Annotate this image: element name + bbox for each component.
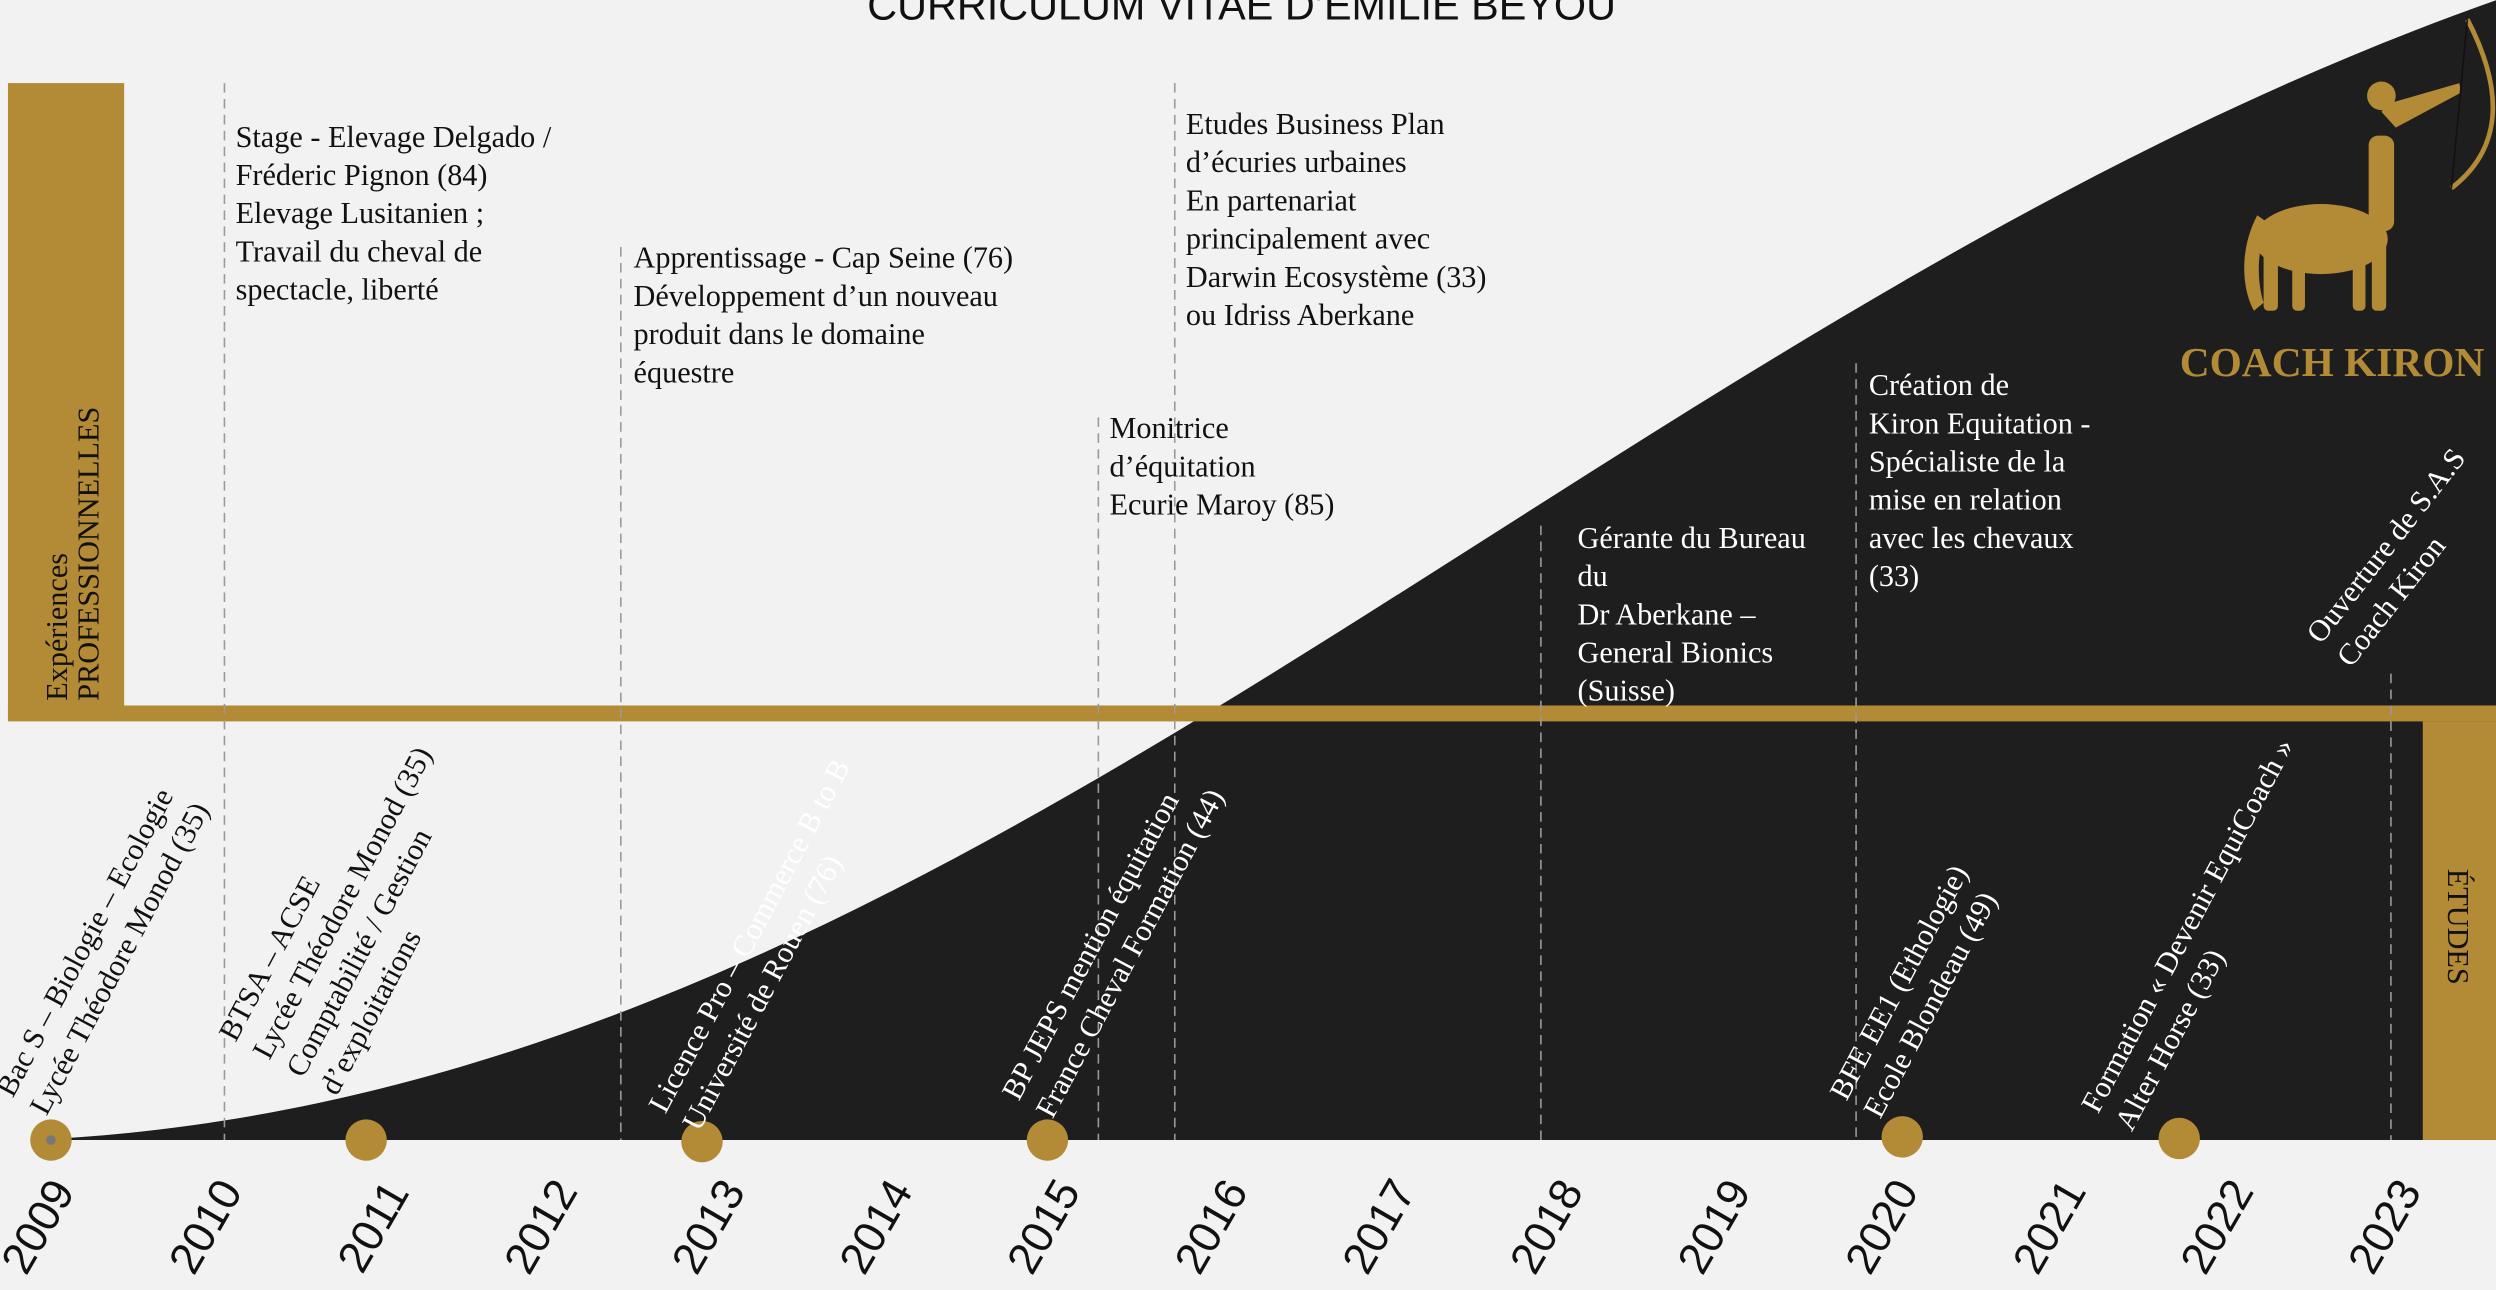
experience-line: du (1578, 559, 1608, 593)
experience-line: mise en relation (1869, 483, 2062, 517)
experience-line: Monitrice (1110, 411, 1229, 445)
experience-line: Darwin Ecosystème (33) (1186, 260, 1487, 294)
experience-line: équestre (634, 355, 735, 389)
experience-line: Stage - Elevage Delgado / (236, 120, 552, 154)
experience-line: En partenariat (1186, 183, 1357, 217)
experience-line: Etudes Business Plan (1186, 107, 1445, 141)
experience-line: (Suisse) (1578, 674, 1675, 708)
divider-band (8, 705, 2496, 721)
experiences-label: Expériences (40, 553, 74, 701)
experience-line: Spécialiste de la (1869, 444, 2065, 478)
logo-text: COACH KIRON (2180, 339, 2485, 385)
experience-line: Kiron Equitation - (1869, 406, 2091, 440)
experience-line: Dr Aberkane – (1578, 597, 1757, 631)
experience-line: General Bionics (1578, 636, 1774, 670)
experience-line: Développement d’un nouveau (634, 279, 998, 313)
experiences-label: PROFESSIONNELLES (72, 407, 106, 701)
experience-line: d’écuries urbaines (1186, 145, 1407, 179)
experience-line: ou Idriss Aberkane (1186, 298, 1414, 332)
experience-line: Travail du cheval de (236, 234, 483, 268)
experience-line: Ecurie Maroy (85) (1110, 487, 1335, 521)
experience-line: Création de (1869, 368, 2009, 402)
title: CURRICULUM VITAE D’EMILIE BEYOU (867, 0, 1616, 28)
origin-dot (46, 1135, 56, 1145)
experience-line: (33) (1869, 559, 1919, 593)
experience-line: Elevage Lusitanien ; (236, 196, 485, 230)
experience-line: produit dans le domaine (634, 317, 925, 351)
page: { "header": {"title": "CURRICULUM VITAE … (0, 0, 2496, 1290)
cv-timeline: CURRICULUM VITAE D’EMILIE BEYOU Expérien… (0, 0, 2496, 1290)
experience-line: Apprentissage - Cap Seine (76) (634, 241, 1014, 275)
experience-line: spectacle, liberté (236, 273, 439, 307)
experience-line: avec les chevaux (1869, 521, 2074, 555)
experience-line: d’équitation (1110, 449, 1256, 483)
studies-label: ÉTUDES (2441, 869, 2475, 985)
experience-line: principalement avec (1186, 222, 1430, 256)
experience-line: Gérante du Bureau (1578, 521, 1806, 555)
experience-line: Fréderic Pignon (84) (236, 158, 488, 192)
